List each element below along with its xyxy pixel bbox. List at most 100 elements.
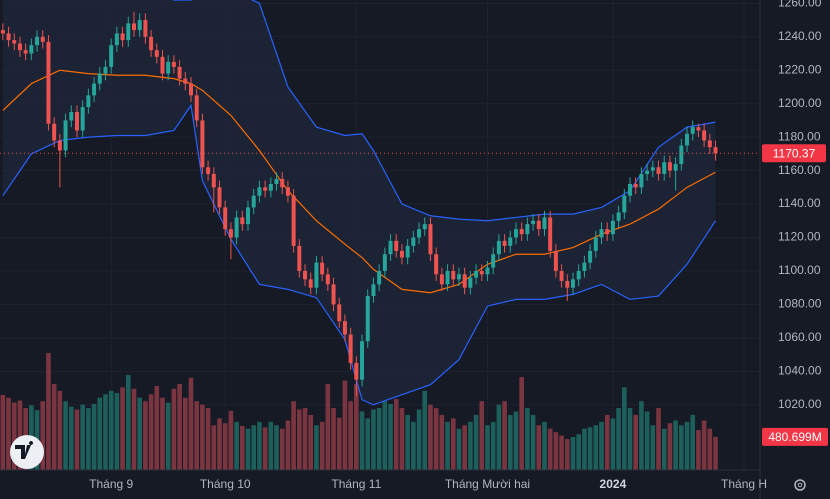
candle-body bbox=[685, 133, 690, 146]
candle-body bbox=[308, 279, 313, 288]
volume-bar bbox=[348, 401, 353, 470]
gear[interactable] bbox=[794, 479, 806, 491]
volume-bar bbox=[131, 388, 137, 470]
volume-bar bbox=[143, 401, 148, 470]
volume-bar bbox=[274, 425, 279, 470]
volume-bar bbox=[51, 383, 57, 470]
x-tick-label: Tháng H bbox=[721, 477, 767, 491]
candle-body bbox=[246, 207, 251, 225]
volume-bar bbox=[490, 421, 496, 470]
candle-body bbox=[559, 270, 564, 281]
volume-bar bbox=[582, 428, 587, 470]
gear-center[interactable] bbox=[797, 482, 803, 488]
volume-bar bbox=[234, 421, 239, 470]
candle-body bbox=[188, 83, 193, 96]
volume-bar bbox=[393, 399, 399, 470]
candle-body bbox=[0, 30, 5, 34]
logo bbox=[10, 435, 44, 469]
volume-bar bbox=[222, 423, 228, 470]
candle-body bbox=[337, 304, 342, 322]
y-tick-label: 1160.00 bbox=[778, 163, 821, 177]
candle-body bbox=[616, 212, 621, 221]
candle-body bbox=[650, 167, 655, 171]
volume-bar bbox=[610, 418, 616, 470]
candle-body bbox=[143, 20, 148, 37]
volume-bar bbox=[450, 418, 456, 470]
volume-bar bbox=[86, 408, 91, 470]
bollinger-middle bbox=[2, 69, 716, 294]
volume-bar bbox=[165, 402, 171, 470]
candle-body bbox=[525, 224, 530, 235]
candle-body bbox=[303, 270, 308, 280]
candle-body bbox=[280, 178, 285, 188]
volume-bar bbox=[633, 414, 639, 470]
candle-body bbox=[428, 224, 433, 255]
volume-bar bbox=[564, 439, 570, 470]
candle-body bbox=[166, 61, 171, 74]
y-tick-label: 1040.00 bbox=[778, 363, 822, 377]
volume-bar bbox=[257, 421, 262, 470]
volume-bar bbox=[416, 409, 422, 470]
candle-body bbox=[553, 250, 558, 271]
candle-body bbox=[183, 78, 188, 84]
volume-bar bbox=[154, 386, 160, 470]
volume-bar bbox=[371, 409, 376, 470]
volume-bar bbox=[365, 418, 371, 470]
volume-bar bbox=[336, 417, 342, 470]
candle-body bbox=[599, 229, 604, 238]
candle-body bbox=[576, 270, 581, 280]
volume-bar bbox=[684, 421, 690, 470]
y-tick-label: 1020.00 bbox=[778, 397, 822, 411]
volume-bar bbox=[342, 380, 348, 470]
candle-body bbox=[348, 334, 353, 363]
candle-body bbox=[388, 240, 393, 255]
candle-body bbox=[519, 229, 524, 235]
volume-bar bbox=[182, 397, 188, 470]
volume-bar bbox=[177, 383, 182, 470]
volume-bar bbox=[245, 428, 251, 470]
candle-body bbox=[103, 66, 108, 74]
candle-body bbox=[200, 120, 205, 168]
candle-body bbox=[263, 187, 268, 191]
volume-bar bbox=[656, 408, 661, 470]
settings-icon[interactable] bbox=[794, 479, 806, 491]
candle-body bbox=[679, 145, 684, 164]
volume-bar bbox=[0, 394, 6, 470]
volume-bar bbox=[673, 420, 678, 470]
volume-bar bbox=[650, 425, 656, 470]
volume-bar bbox=[382, 401, 388, 470]
candle-body bbox=[354, 362, 359, 380]
volume-bar bbox=[6, 397, 11, 470]
volume-bar bbox=[667, 423, 673, 470]
volume-bar bbox=[513, 411, 519, 470]
volume-bar bbox=[661, 428, 667, 470]
y-tick-label: 1260.00 bbox=[778, 0, 822, 10]
candle-body bbox=[536, 220, 541, 230]
candle-body bbox=[29, 45, 34, 54]
candle-body bbox=[371, 284, 376, 297]
volume-bar bbox=[103, 394, 108, 470]
volume-bar bbox=[188, 377, 194, 470]
volume-bar bbox=[428, 404, 433, 470]
candle-body bbox=[456, 274, 461, 280]
candle-body bbox=[114, 33, 119, 46]
candle-body bbox=[217, 187, 222, 208]
volume-bar bbox=[587, 427, 593, 470]
y-tick-label: 1080.00 bbox=[778, 297, 822, 311]
candle-body bbox=[297, 245, 302, 271]
volume-bar bbox=[114, 392, 120, 470]
candle-body bbox=[12, 40, 17, 44]
candle-body bbox=[17, 43, 22, 51]
volume-bar bbox=[701, 420, 707, 470]
volume-bar bbox=[148, 394, 154, 470]
candle-body bbox=[690, 127, 695, 134]
volume-bar bbox=[707, 428, 713, 470]
volume-bar bbox=[616, 408, 621, 470]
candle-body bbox=[194, 95, 199, 121]
price-tag bbox=[762, 144, 826, 163]
bollinger-upper bbox=[172, 0, 716, 222]
candle-body bbox=[439, 274, 444, 285]
volume-bar bbox=[205, 408, 211, 470]
volume-bar bbox=[217, 418, 222, 470]
volume-bar bbox=[91, 403, 97, 470]
